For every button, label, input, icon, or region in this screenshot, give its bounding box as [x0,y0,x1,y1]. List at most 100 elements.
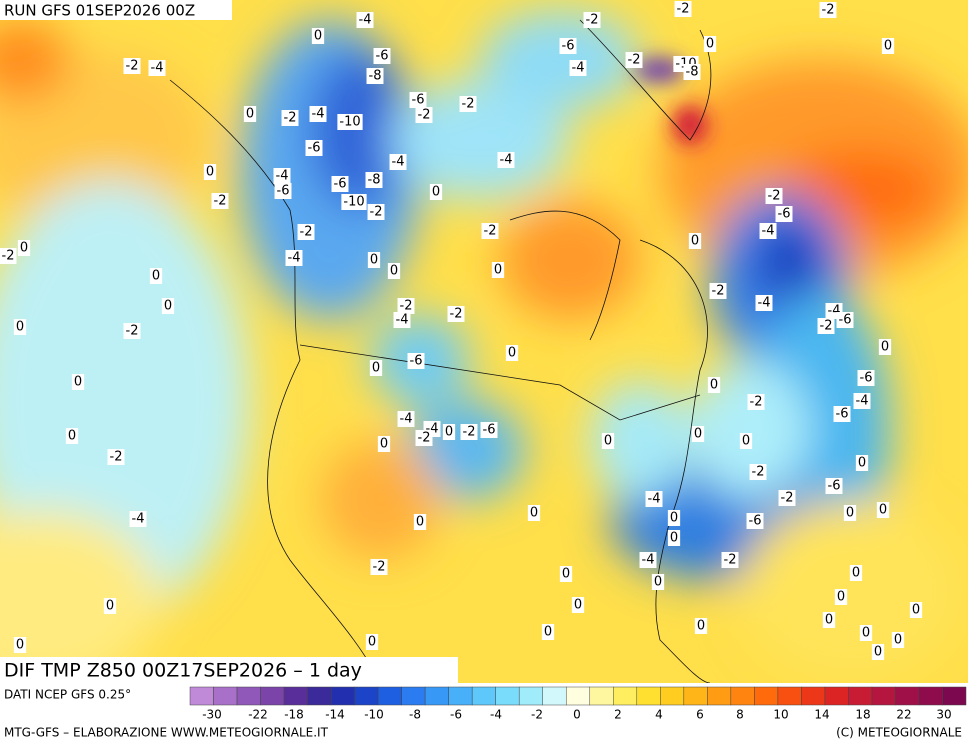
contour-label-bg [389,154,407,170]
contour-label-bg [822,612,836,628]
contour-label: -6 [410,354,423,369]
contour-label: -4 [648,492,661,507]
contour-label: 0 [694,427,702,442]
contour-label: 0 [874,645,882,660]
contour-label: -2 [628,53,641,68]
contour-label-bg [297,224,315,240]
color-swatch [283,686,308,706]
contour-label: 0 [390,264,398,279]
contour-label-bg [429,184,443,200]
contour-label-bg [674,1,692,17]
contour-label-bg [107,449,125,465]
contour-label-bg [559,566,573,582]
legend-label: -6 [450,708,462,722]
contour-label-bg [667,510,681,526]
contour-label: -2 [126,59,139,74]
contour-label: -6 [483,423,496,438]
contour-label-bg [583,12,601,28]
contour-label-bg [541,624,555,640]
color-swatch [918,686,943,706]
contour-label-bg [285,250,303,266]
contour-label-bg [749,464,767,480]
legend-label: -22 [248,708,268,722]
contour-label-bg [491,262,505,278]
footer-right: (C) METEOGIORNALE [836,726,962,740]
contour-label: 0 [574,598,582,613]
contour-labels: -40-2-2-200-6-2-4-10-8-2-4-6-8-6-2-2-4-2… [0,0,923,660]
contour-label: -4 [400,412,413,427]
contour-label-bg [683,64,701,80]
contour-label: 0 [368,635,376,650]
contour-label-bg [274,183,292,199]
contour-label: -2 [781,491,794,506]
contour-label-bg [397,298,415,314]
contour-label: -4 [856,394,869,409]
contour-label: -2 [418,431,431,446]
contour-label-bg [373,48,391,64]
contour-label-bg [281,110,299,126]
color-swatch [424,686,449,706]
color-swatch [307,686,332,706]
map-field [0,0,968,683]
color-swatch [542,686,567,706]
color-swatch [683,686,708,706]
contour-label-bg [721,552,739,568]
color-swatch [471,686,496,706]
contour-label-bg [849,565,863,581]
contour-label: -2 [373,560,386,575]
contour-label-bg [0,248,17,264]
contour-label-bg [305,140,323,156]
contour-label: 0 [691,234,699,249]
contour-label-bg [871,644,885,660]
contour-label: 0 [164,299,172,314]
contour-label: 0 [604,434,612,449]
contour-label-bg [407,353,425,369]
contour-label: -2 [750,395,763,410]
legend-label: 0 [573,708,581,722]
contour-label-bg [71,374,85,390]
contour-label-bg [309,106,327,122]
contour-label-bg [819,2,837,18]
color-swatch [730,686,755,706]
contour-label-bg [707,377,721,393]
contour-label: -4 [642,553,655,568]
contour-label-bg [203,164,217,180]
color-swatch [189,686,214,706]
contour-label-bg [836,312,854,328]
contour-label: 0 [742,434,750,449]
contour-label: -4 [762,224,775,239]
contour-label: -10 [343,195,364,210]
contour-label-bg [442,424,456,440]
contour-label: -6 [277,184,290,199]
contour-label: -2 [450,307,463,322]
contour-label: -4 [312,107,325,122]
contour-label: 0 [710,378,718,393]
contour-label-bg [651,574,665,590]
contour-label: 0 [706,37,714,52]
contour-label: -2 [822,3,835,18]
contour-label-bg [694,618,708,634]
contour-label-bg [341,194,367,210]
contour-label: 0 [380,437,388,452]
header-box [0,0,232,20]
contour-label-bg [409,92,427,108]
contour-label-bg [881,38,895,54]
contour-label: -6 [836,407,849,422]
color-swatch [871,686,896,706]
color-swatch [589,686,614,706]
color-swatch [660,686,685,706]
contour-label-bg [825,478,843,494]
contour-label-bg [833,406,851,422]
contour-label-bg [415,430,433,446]
contour-label-bg [481,223,499,239]
color-swatch [895,686,920,706]
contour-label: 0 [74,375,82,390]
contour-label-bg [356,12,374,28]
contour-label: 0 [152,269,160,284]
contour-label: 0 [654,575,662,590]
contour-label: -2 [820,319,833,334]
color-swatch [401,686,426,706]
contour-label: 0 [508,346,516,361]
color-swatch [777,686,802,706]
color-swatch [354,686,379,706]
